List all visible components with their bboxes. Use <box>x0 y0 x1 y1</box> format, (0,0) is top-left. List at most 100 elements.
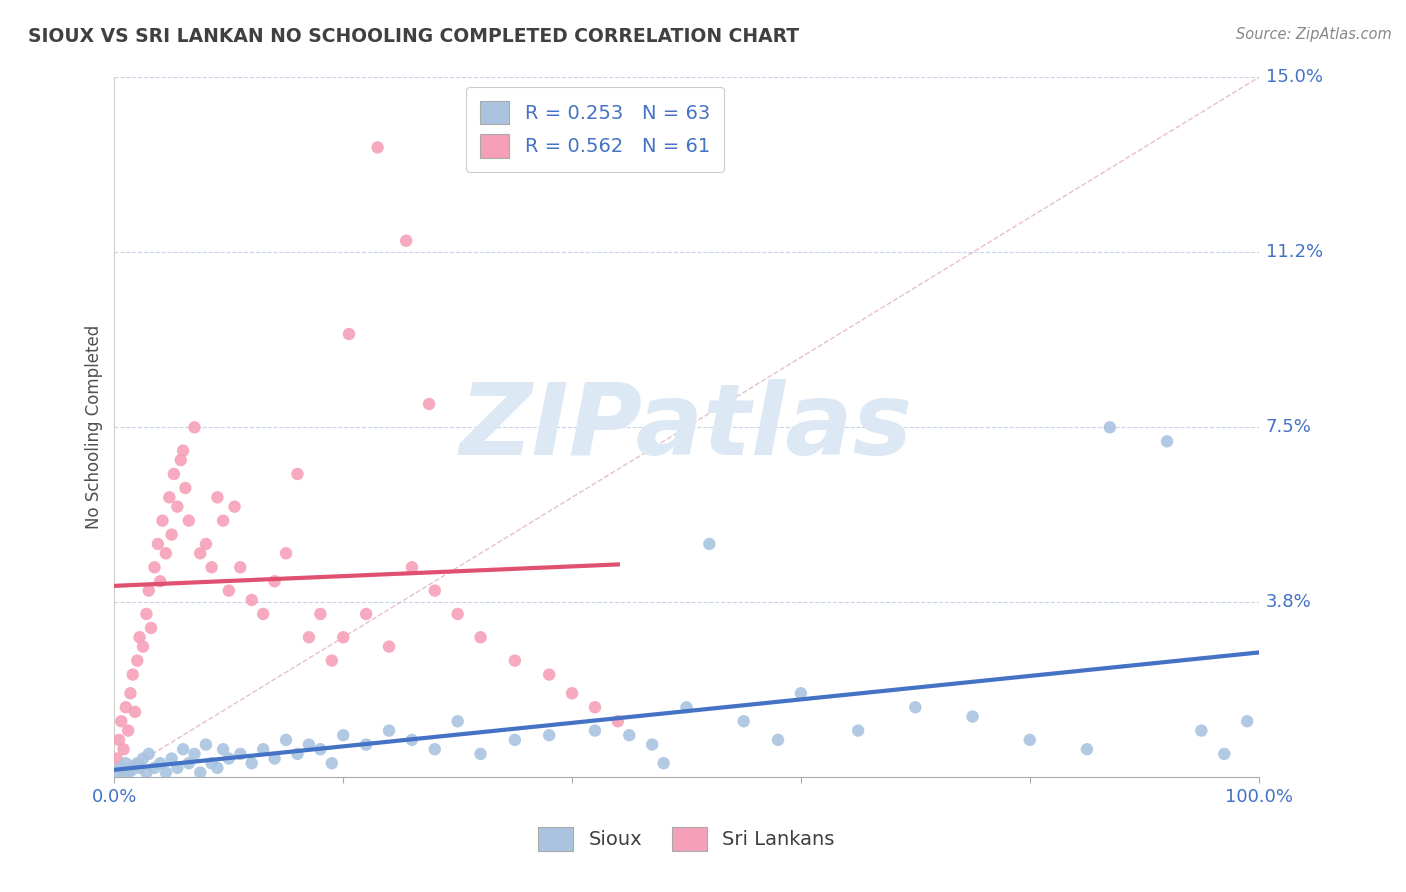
Point <box>846 723 869 738</box>
Point <box>298 630 321 644</box>
Point <box>418 397 440 411</box>
Point <box>538 728 561 742</box>
Point <box>188 765 211 780</box>
Point <box>395 234 418 248</box>
Text: SIOUX VS SRI LANKAN NO SCHOOLING COMPLETED CORRELATION CHART: SIOUX VS SRI LANKAN NO SCHOOLING COMPLET… <box>28 27 799 45</box>
Point <box>641 738 664 752</box>
Point <box>107 765 129 780</box>
Point <box>194 738 217 752</box>
Point <box>378 640 401 654</box>
Point <box>124 758 146 772</box>
Point <box>157 491 180 505</box>
Point <box>652 756 675 771</box>
Point <box>423 583 446 598</box>
Point <box>503 732 526 747</box>
Point <box>274 732 297 747</box>
Point <box>177 756 200 771</box>
Point <box>183 420 205 434</box>
Point <box>132 751 155 765</box>
Point <box>583 723 606 738</box>
Point <box>174 481 197 495</box>
Point <box>287 747 309 761</box>
Point <box>124 705 146 719</box>
Point <box>108 732 131 747</box>
Point <box>1213 747 1236 761</box>
Point <box>149 574 172 589</box>
Point <box>201 560 224 574</box>
Point <box>143 560 166 574</box>
Point <box>160 527 183 541</box>
Point <box>699 537 721 551</box>
Point <box>252 742 274 756</box>
Point <box>1076 742 1098 756</box>
Point <box>160 751 183 765</box>
Point <box>337 326 360 341</box>
Point <box>112 742 135 756</box>
Point <box>447 607 470 621</box>
Point <box>962 709 984 723</box>
Point <box>240 593 263 607</box>
Point <box>470 630 492 644</box>
Point <box>177 514 200 528</box>
Point <box>149 756 172 771</box>
Point <box>1098 420 1121 434</box>
Point <box>117 765 139 780</box>
Point <box>135 765 157 780</box>
Point <box>172 443 194 458</box>
Point <box>172 742 194 756</box>
Point <box>538 667 561 681</box>
Point <box>146 537 169 551</box>
Point <box>619 728 641 742</box>
Point <box>170 453 193 467</box>
Point <box>904 700 927 714</box>
Point <box>120 686 142 700</box>
Point <box>1156 434 1178 449</box>
Point <box>263 574 285 589</box>
Point <box>207 761 229 775</box>
Point <box>321 654 343 668</box>
Point <box>188 546 211 560</box>
Point <box>309 607 332 621</box>
Point <box>108 761 131 775</box>
Point <box>127 654 149 668</box>
Point <box>401 560 423 574</box>
Point <box>128 761 150 775</box>
Point <box>606 714 628 729</box>
Point <box>447 714 470 729</box>
Point <box>166 500 188 514</box>
Point <box>1236 714 1258 729</box>
Point <box>675 700 697 714</box>
Point <box>229 747 252 761</box>
Text: ZIPatlas: ZIPatlas <box>460 379 912 475</box>
Legend: Sioux, Sri Lankans: Sioux, Sri Lankans <box>530 819 842 858</box>
Point <box>127 756 149 771</box>
Point <box>224 500 246 514</box>
Point <box>212 514 235 528</box>
Point <box>115 700 138 714</box>
Point <box>132 640 155 654</box>
Point <box>367 140 389 154</box>
Point <box>138 583 160 598</box>
Point <box>354 607 377 621</box>
Point <box>274 546 297 560</box>
Point <box>155 546 177 560</box>
Point <box>139 621 162 635</box>
Point <box>229 560 252 574</box>
Point <box>309 742 332 756</box>
Point <box>401 732 423 747</box>
Point <box>766 732 789 747</box>
Point <box>470 747 492 761</box>
Point <box>135 607 157 621</box>
Point <box>790 686 813 700</box>
Text: 7.5%: 7.5% <box>1265 418 1312 436</box>
Text: 15.0%: 15.0% <box>1265 69 1323 87</box>
Point <box>117 723 139 738</box>
Point <box>166 761 188 775</box>
Point <box>240 756 263 771</box>
Text: Source: ZipAtlas.com: Source: ZipAtlas.com <box>1236 27 1392 42</box>
Point <box>183 747 205 761</box>
Point <box>201 756 224 771</box>
Point <box>138 747 160 761</box>
Point <box>1018 732 1040 747</box>
Point <box>332 630 354 644</box>
